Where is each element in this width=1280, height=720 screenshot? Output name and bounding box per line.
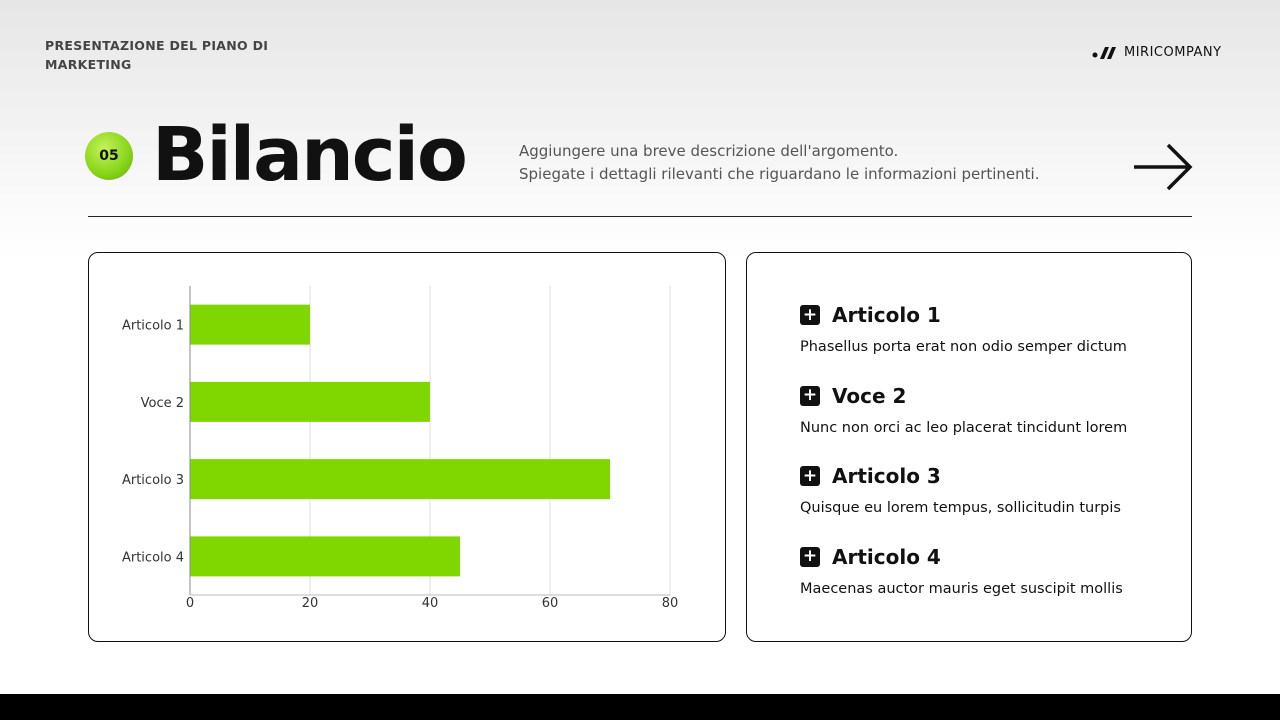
- bar: [190, 536, 460, 577]
- page-title: Bilancio: [152, 112, 468, 198]
- plus-icon: +: [800, 305, 820, 325]
- item-text: Quisque eu lorem tempus, sollicitudin tu…: [800, 500, 1121, 516]
- description-line: Spiegate i dettagli rilevanti che riguar…: [519, 165, 1040, 183]
- item-text: Nunc non orci ac leo placerat tincidunt …: [800, 419, 1128, 436]
- brand-name: MIRICOMPANY: [1124, 45, 1222, 60]
- footer-bar: [0, 694, 1280, 720]
- chart-card: 0 20 40 60 80 Articolo 1 Voce 2 Articolo 3 Artic…: [88, 252, 726, 642]
- arrow-right-icon[interactable]: [1132, 142, 1194, 192]
- list-item: + Voce 2 Nunc non orci ac leo placerat tin…: [800, 384, 1127, 436]
- item-title: Articolo 4: [832, 544, 941, 569]
- section-number-badge: 05: [85, 132, 133, 180]
- item-heading: + Articolo 4: [800, 545, 1123, 569]
- x-tick-label: 0: [186, 596, 194, 611]
- item-heading: + Articolo 3: [800, 464, 1121, 488]
- description-line: Aggiungere una breve descrizione dell'ar…: [519, 142, 899, 160]
- y-tick-label: Articolo 1: [122, 319, 184, 334]
- bar: [190, 459, 610, 500]
- item-text: Phasellus porta erat non odio semper dic…: [800, 339, 1127, 355]
- items-card: + Articolo 1 Phasellus porta erat non odio…: [746, 252, 1192, 642]
- x-tick-label: 40: [422, 596, 439, 611]
- plus-icon: +: [800, 466, 820, 486]
- item-text: Maecenas auctor mauris eget suscipit mol…: [800, 580, 1123, 597]
- item-title: Articolo 3: [832, 464, 941, 488]
- brand-logo: MIRICOMPANY: [1092, 45, 1222, 60]
- bar: [190, 381, 430, 422]
- x-tick-label: 60: [542, 596, 559, 611]
- divider: [88, 216, 1192, 217]
- bar: [190, 304, 310, 345]
- item-title: Voce 2: [832, 383, 907, 408]
- page-description: Aggiungere una breve descrizione dell'ar…: [519, 140, 1039, 186]
- deck-title: PRESENTAZIONE DEL PIANO DI MARKETING: [45, 38, 269, 72]
- list-item: + Articolo 4 Maecenas auctor mauris eget s…: [800, 545, 1123, 597]
- x-tick-label: 80: [662, 596, 679, 611]
- bar-chart: 0 20 40 60 80 Articolo 1 Voce 2 Articolo 3 Artic…: [122, 286, 679, 611]
- y-tick-label: Voce 2: [141, 396, 184, 411]
- item-heading: + Articolo 1: [800, 303, 1127, 327]
- item-heading: + Voce 2: [800, 384, 1127, 408]
- item-title: Articolo 1: [832, 303, 941, 327]
- list-item: + Articolo 1 Phasellus porta erat non odio…: [800, 303, 1127, 355]
- list-item: + Articolo 3 Quisque eu lorem tempus, soll…: [800, 464, 1121, 516]
- logo-icon: [1092, 46, 1116, 59]
- plus-icon: +: [800, 546, 820, 567]
- plus-icon: +: [800, 385, 820, 406]
- y-tick-label: Articolo 3: [122, 473, 184, 488]
- x-tick-label: 20: [302, 596, 319, 611]
- y-tick-label: Articolo 4: [122, 550, 184, 565]
